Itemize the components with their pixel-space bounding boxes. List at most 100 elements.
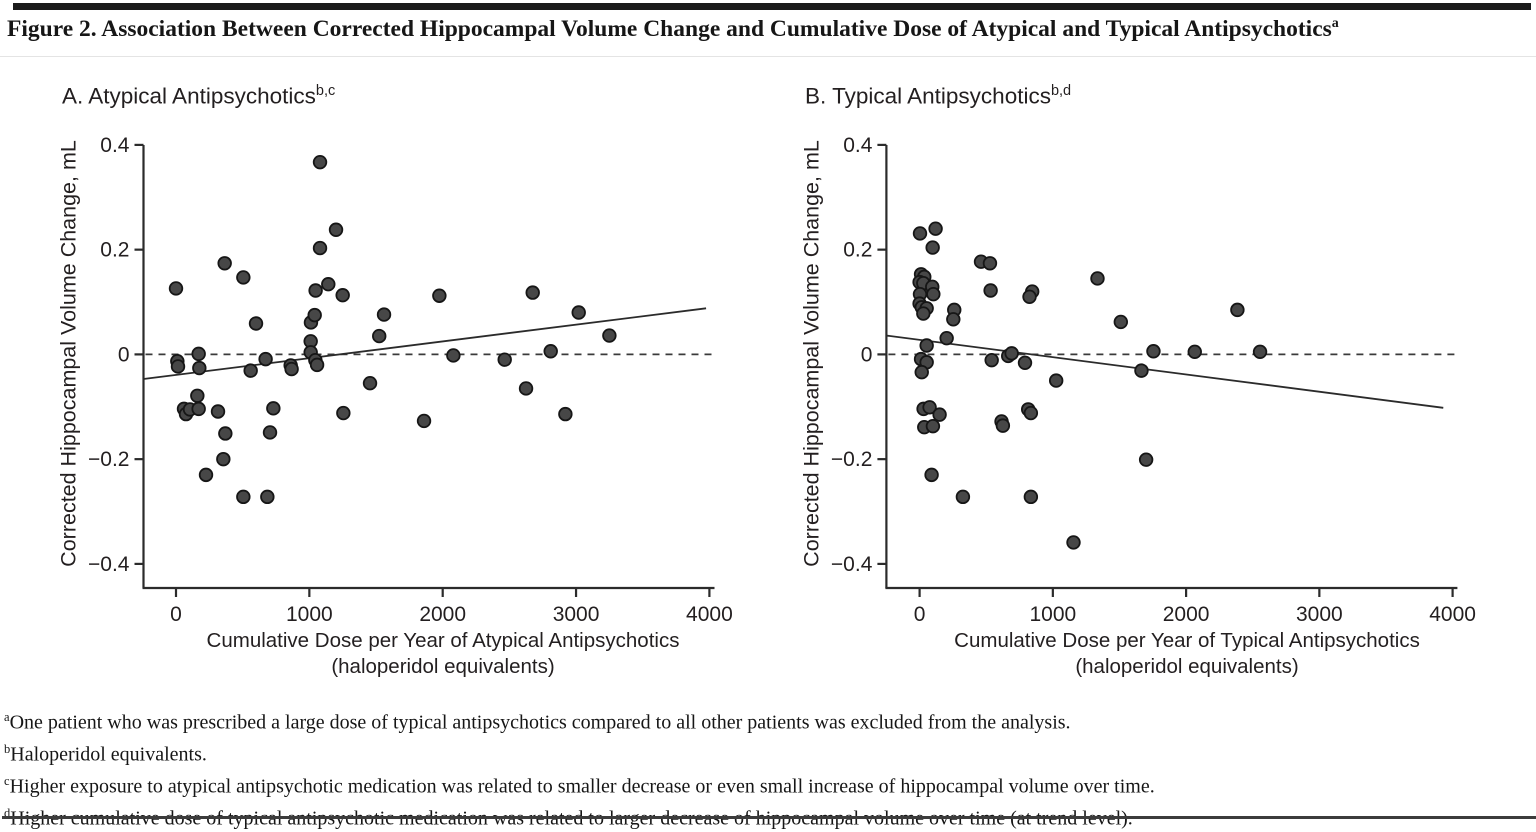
y-tick-label-a: 0.2 (100, 239, 129, 262)
data-point-b (984, 352, 999, 368)
scatter-plots-canvas: 0.4 0.2 0 −0.2 −0.4 0 1000 2000 3000 4000 Correcte… (57, 134, 1476, 626)
data-point-b (939, 330, 954, 346)
panel-b-title: B. Typical Antipsychoticsb,d (805, 83, 1071, 110)
data-point-b (925, 418, 941, 434)
figure-title-text: Figure 2. Association Between Corrected … (7, 16, 1332, 42)
y-tick-label-a: −0.2 (88, 448, 129, 471)
y-tick-label-a: −0.4 (88, 553, 130, 576)
y-tick-label-b: 0.2 (843, 239, 872, 262)
data-point-a (497, 352, 512, 367)
data-point-a (312, 154, 328, 170)
data-point-a (191, 346, 206, 362)
data-point-b (914, 365, 929, 380)
data-point-b (1090, 271, 1105, 286)
y-tick-label-b: −0.2 (831, 448, 872, 471)
footnote-a-marker: a (4, 710, 10, 724)
data-point-a (543, 344, 558, 359)
data-point-a (558, 406, 573, 422)
data-point-a (170, 359, 186, 374)
data-point-a (432, 288, 447, 303)
data-point-a (372, 328, 387, 344)
footnote-c-marker: c (4, 774, 10, 789)
panel-a-xaxis-label-line2: (haloperidol equivalents) (331, 655, 555, 678)
data-point-b (1048, 373, 1064, 388)
footnote-c-text: Higher exposure to atypical antipsychoti… (9, 775, 1155, 798)
x-tick-label-a: 3000 (553, 603, 600, 626)
footnote-a: aOne patient who was prescribed a large … (4, 704, 1524, 736)
data-point-b (1252, 344, 1268, 359)
title-divider (0, 56, 1536, 57)
x-tick-label-b: 0 (914, 603, 926, 626)
data-point-a (376, 307, 392, 322)
data-point-a (236, 270, 251, 285)
data-point-a (571, 305, 586, 320)
data-point-a (168, 281, 184, 296)
data-point-b (1138, 452, 1154, 467)
data-point-a (190, 388, 205, 403)
data-point-b (995, 418, 1011, 433)
data-point-a (198, 467, 214, 483)
data-point-a (335, 288, 350, 303)
panel-b-title-text: B. Typical Antipsychotics (805, 83, 1051, 109)
data-point-b (912, 226, 928, 241)
data-point-b (982, 256, 998, 271)
data-point-a (602, 328, 617, 343)
footnote-b: bHaloperidol equivalents. (4, 736, 1524, 768)
data-point-b (946, 312, 961, 327)
footnote-b-marker: b (4, 742, 11, 757)
x-tick-label-b: 1000 (1029, 603, 1076, 626)
footnote-b-text: Haloperidol equivalents. (10, 743, 207, 766)
data-point-b (1066, 535, 1081, 550)
data-point-b (1146, 344, 1161, 359)
data-point-b (924, 467, 939, 483)
x-tick-label-b: 3000 (1296, 603, 1343, 626)
data-point-b (1023, 405, 1039, 421)
data-point-b (983, 283, 998, 298)
data-point-b (925, 240, 940, 255)
data-point-b (928, 221, 943, 236)
data-point-b (922, 400, 937, 415)
x-tick-label-b: 2000 (1163, 603, 1210, 626)
data-point-b (932, 407, 947, 422)
panel-b-xaxis-label: Cumulative Dose per Year of Typical Anti… (920, 628, 1454, 680)
data-point-a (191, 401, 206, 417)
data-point-a (243, 363, 258, 378)
bottom-rule-bar (2, 816, 1536, 819)
footnote-c: cHigher exposure to atypical antipsychot… (4, 768, 1524, 800)
panel-b-xaxis-label-line1: Cumulative Dose per Year of Typical Anti… (954, 629, 1420, 652)
data-point-a (309, 357, 325, 373)
data-point-a (236, 489, 251, 505)
data-point-b (1230, 302, 1245, 318)
data-point-a (518, 381, 534, 396)
regression-line-a (143, 307, 707, 380)
footnotes-block: aOne patient who was prescribed a large … (4, 704, 1524, 832)
data-point-a (210, 404, 226, 419)
y-tick-label-b: 0.4 (843, 134, 873, 157)
data-point-a (307, 307, 322, 323)
data-point-a (446, 348, 461, 363)
data-point-a (362, 376, 378, 391)
top-rule-bar (13, 3, 1531, 10)
regression-line-b (886, 334, 1444, 409)
panel-a-title: A. Atypical Antipsychoticsb,c (62, 83, 335, 110)
footnote-d-marker: d (4, 806, 11, 821)
data-point-a (328, 222, 344, 237)
data-point-a (216, 451, 231, 467)
panel-a-title-text: A. Atypical Antipsychotics (62, 83, 316, 109)
data-point-a (248, 316, 264, 331)
data-point-a (258, 351, 273, 367)
x-tick-label-a: 4000 (686, 603, 733, 626)
y-axis-label-a: Corrected Hippocampal Volume Change, mL (57, 140, 81, 567)
panel-a-xaxis-label-line1: Cumulative Dose per Year of Atypical Ant… (206, 629, 680, 652)
figure-title: Figure 2. Association Between Corrected … (7, 16, 1533, 43)
data-point-b (919, 338, 934, 353)
panel-a-xaxis-label: Cumulative Dose per Year of Atypical Ant… (176, 628, 710, 680)
y-axis-label-b: Corrected Hippocampal Volume Change, mL (799, 140, 823, 567)
footnote-a-text: One patient who was prescribed a large d… (9, 711, 1071, 734)
data-point-a (525, 285, 540, 300)
x-tick-label-a: 1000 (286, 603, 333, 626)
x-tick-label-a: 0 (170, 603, 182, 626)
data-point-a (266, 401, 281, 416)
data-point-b (916, 306, 931, 321)
